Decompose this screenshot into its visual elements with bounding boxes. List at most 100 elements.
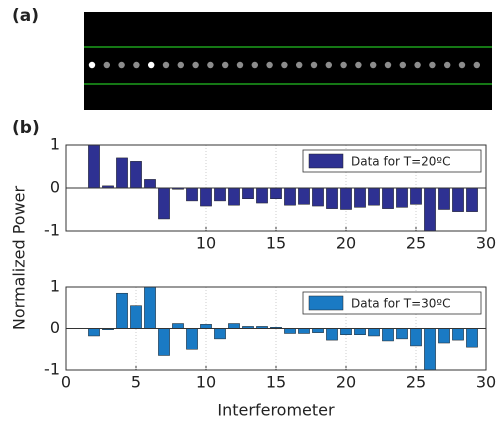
bar [214, 188, 225, 201]
y-tick-label: -1 [44, 360, 60, 379]
legend-swatch [309, 154, 343, 168]
dot [385, 62, 391, 68]
panel-label: (b) [12, 118, 40, 138]
bar [354, 188, 365, 207]
dot [222, 62, 228, 68]
x-tick-label: 25 [406, 373, 426, 392]
dot [414, 62, 420, 68]
bar [228, 188, 239, 205]
dot [326, 62, 332, 68]
bar [200, 324, 211, 328]
dot [459, 62, 465, 68]
bar [270, 188, 281, 199]
dot [340, 62, 346, 68]
y-tick-label: -1 [44, 221, 60, 240]
bar [158, 188, 169, 219]
page: {"figure": {"panel_a": "(a)", "panel_b":… [0, 0, 503, 431]
legend-label: Data for T=30ºC [351, 297, 450, 311]
dot [178, 62, 184, 68]
bar [438, 188, 449, 210]
bar [452, 188, 463, 212]
dot [400, 62, 406, 68]
x-tick-label: 10 [196, 234, 216, 253]
dot [237, 62, 243, 68]
bar [312, 188, 323, 206]
bar [424, 188, 435, 231]
dot [133, 62, 139, 68]
bar [326, 329, 337, 341]
bar [298, 188, 309, 204]
figure: (a) (b) Normalized Power Interferometer … [0, 0, 503, 427]
bar [298, 329, 309, 334]
y-axis-label: Normalized Power [10, 185, 29, 330]
dot [370, 62, 376, 68]
x-tick-label: 20 [336, 373, 356, 392]
legend-label: Data for T=20ºC [351, 155, 450, 169]
dot [355, 62, 361, 68]
dot [281, 62, 287, 68]
y-tick-label: 1 [50, 277, 60, 296]
bar [214, 329, 225, 339]
bar [340, 329, 351, 335]
bar [200, 188, 211, 206]
bar [424, 329, 435, 371]
bar [256, 188, 267, 203]
bar [396, 188, 407, 207]
bar [284, 188, 295, 205]
bar [144, 287, 155, 329]
bar [242, 188, 253, 199]
y-tick-label: 0 [50, 178, 60, 197]
bar [186, 188, 197, 201]
bar [284, 329, 295, 334]
dot [207, 62, 213, 68]
bar [410, 329, 421, 346]
bar [312, 329, 323, 333]
legend-swatch [309, 296, 343, 310]
dot [266, 62, 272, 68]
bar [466, 188, 477, 212]
x-tick-label: 20 [336, 234, 356, 253]
dot [311, 62, 317, 68]
bar [88, 145, 99, 188]
dot [444, 62, 450, 68]
dot [89, 62, 95, 68]
micrograph [84, 12, 492, 110]
x-tick-label: 30 [476, 234, 496, 253]
x-tick-label: 30 [476, 373, 496, 392]
x-tick-label: 0 [61, 373, 71, 392]
dot [148, 62, 154, 68]
bar [116, 158, 127, 188]
bar [326, 188, 337, 209]
bar [116, 293, 127, 328]
dot [104, 62, 110, 68]
dot [474, 62, 480, 68]
bar [368, 329, 379, 336]
dot [163, 62, 169, 68]
bar [466, 329, 477, 348]
bar [452, 329, 463, 341]
bar [130, 161, 141, 188]
dot [252, 62, 258, 68]
dot [118, 62, 124, 68]
bar [144, 179, 155, 188]
bar [340, 188, 351, 210]
bar [354, 329, 365, 335]
panel-label: (a) [12, 6, 39, 26]
bar [172, 324, 183, 329]
dot [429, 62, 435, 68]
bar [88, 329, 99, 336]
x-tick-label: 15 [266, 373, 286, 392]
bar [382, 329, 393, 341]
x-tick-label: 5 [131, 373, 141, 392]
bar [130, 306, 141, 329]
x-tick-label: 10 [196, 373, 216, 392]
x-tick-label: 25 [406, 234, 426, 253]
bar [158, 329, 169, 356]
bar [368, 188, 379, 205]
bar [438, 329, 449, 344]
dot [296, 62, 302, 68]
bar [396, 329, 407, 339]
dot [192, 62, 198, 68]
bar [382, 188, 393, 209]
x-tick-label: 15 [266, 234, 286, 253]
